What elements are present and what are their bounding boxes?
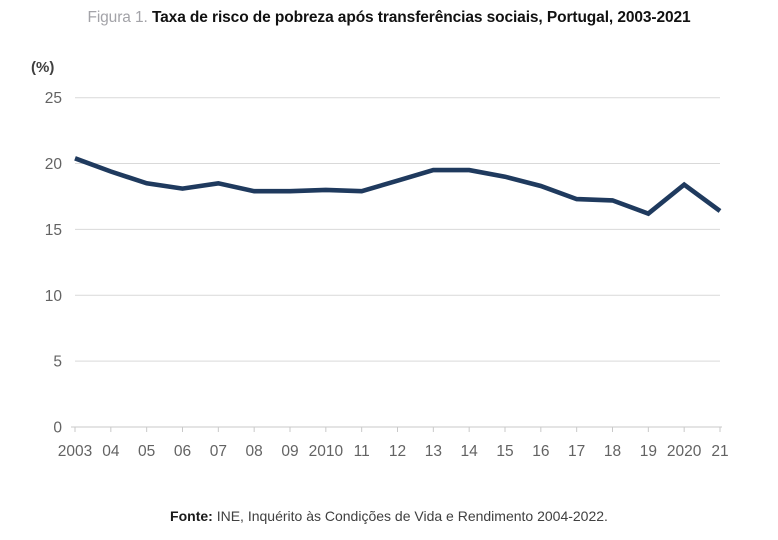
y-axis-tick-label: 20 bbox=[45, 156, 63, 173]
x-axis-tick-label: 2020 bbox=[667, 443, 702, 460]
y-axis-tick-label: 5 bbox=[53, 354, 62, 371]
x-axis-tick-label: 15 bbox=[496, 443, 513, 460]
y-axis-unit-label: (%) bbox=[31, 59, 55, 76]
y-axis-tick-label: 10 bbox=[45, 288, 63, 305]
x-axis-tick-label: 13 bbox=[425, 443, 442, 460]
figure-source: Fonte: INE, Inquérito às Condições de Vi… bbox=[0, 508, 778, 524]
x-axis-tick-label: 08 bbox=[246, 443, 263, 460]
y-axis-tick-label: 25 bbox=[45, 90, 62, 107]
x-axis-tick-label: 09 bbox=[281, 443, 298, 460]
x-axis-tick-label: 2010 bbox=[309, 443, 344, 460]
y-axis-tick-label: 15 bbox=[45, 222, 62, 239]
x-axis-tick-label: 21 bbox=[711, 443, 728, 460]
poverty-rate-line bbox=[74, 156, 722, 217]
x-axis-tick-label: 2003 bbox=[58, 443, 92, 460]
x-axis-tick-label: 07 bbox=[210, 443, 227, 460]
x-axis-tick-label: 05 bbox=[138, 443, 155, 460]
figure-title: Figura 1. Taxa de risco de pobreza após … bbox=[0, 9, 778, 27]
source-text: INE, Inquérito às Condições de Vida e Re… bbox=[212, 508, 608, 524]
x-axis-tick-label: 11 bbox=[354, 443, 370, 460]
x-axis-tick-label: 06 bbox=[174, 443, 191, 460]
x-axis-tick-label: 12 bbox=[389, 443, 406, 460]
x-axis-tick-label: 17 bbox=[568, 443, 585, 460]
x-axis-tick-label: 04 bbox=[102, 443, 120, 460]
x-axis-tick-label: 14 bbox=[461, 443, 479, 460]
figure-title-text: Taxa de risco de pobreza após transferên… bbox=[147, 9, 691, 26]
x-axis-tick-label: 18 bbox=[604, 443, 621, 460]
source-label: Fonte: bbox=[170, 508, 213, 524]
x-axis-tick-label: 16 bbox=[532, 443, 549, 460]
y-axis-tick-label: 0 bbox=[53, 420, 62, 437]
x-axis-tick-label: 19 bbox=[640, 443, 657, 460]
figure-number-label: Figura 1. bbox=[87, 9, 148, 26]
